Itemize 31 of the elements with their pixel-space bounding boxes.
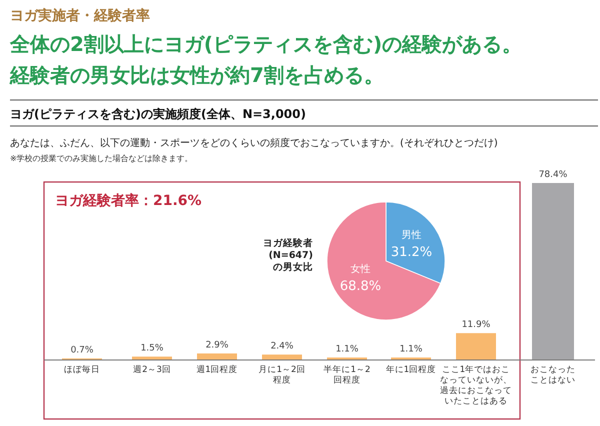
data-label: 78.4% (538, 170, 568, 180)
chart-subtitle: あなたは、ふだん、以下の運動・スポーツをどのくらいの頻度でおこなっていますか。(それぞれひとつだけ) (10, 137, 498, 149)
bar (456, 333, 496, 360)
x-tick-label: 週2～3回 (133, 364, 171, 375)
annotation: ヨガ経験者(N=647)の男女比 (263, 237, 313, 273)
bar (197, 353, 237, 360)
x-tick-label: 半年に1～2回程度 (324, 364, 370, 386)
bar (262, 354, 302, 360)
x-tick-label: おこなったことはない (530, 365, 576, 386)
data-label: 1.5% (140, 344, 164, 354)
annotation: ヨガ経験者率：21.6% (55, 192, 202, 209)
data-label: 0.7% (70, 345, 94, 356)
data-label: 31.2% (390, 244, 432, 260)
x-tick-label: 月に1～2回程度 (258, 365, 306, 386)
data-label: 1.1% (336, 344, 359, 355)
chart-title: ヨガ(ピラティスを含む)の実施頻度(全体、N=3,000) (10, 107, 306, 121)
x-tick-label: ここ1年ではおこなっていないが、過去におこなっていたことはある (440, 364, 512, 406)
data-label: 68.8% (340, 279, 382, 294)
x-tick-label: 年に1回程度 (386, 364, 436, 375)
data-label: 11.9% (462, 320, 491, 330)
text: 全体の2割以上にヨガ(ピラティスを含む)の経験がある。 (9, 32, 522, 56)
x-tick-label: ほぼ毎日 (64, 364, 100, 375)
text: 経験者の男女比は女性が約7割を占める。 (9, 63, 384, 87)
data-label: 2.4% (270, 342, 294, 352)
slice-label: 女性 (350, 263, 371, 276)
text: ※学校の授業でのみ実施した場合などは除きます。 (10, 154, 193, 163)
x-tick-label: 週1回程度 (196, 364, 238, 375)
text: ヨガ実施者・経験者率 (10, 7, 150, 24)
data-label: 2.9% (206, 340, 229, 350)
data-label: 1.1% (400, 344, 423, 355)
slice-label: 男性 (401, 228, 422, 241)
